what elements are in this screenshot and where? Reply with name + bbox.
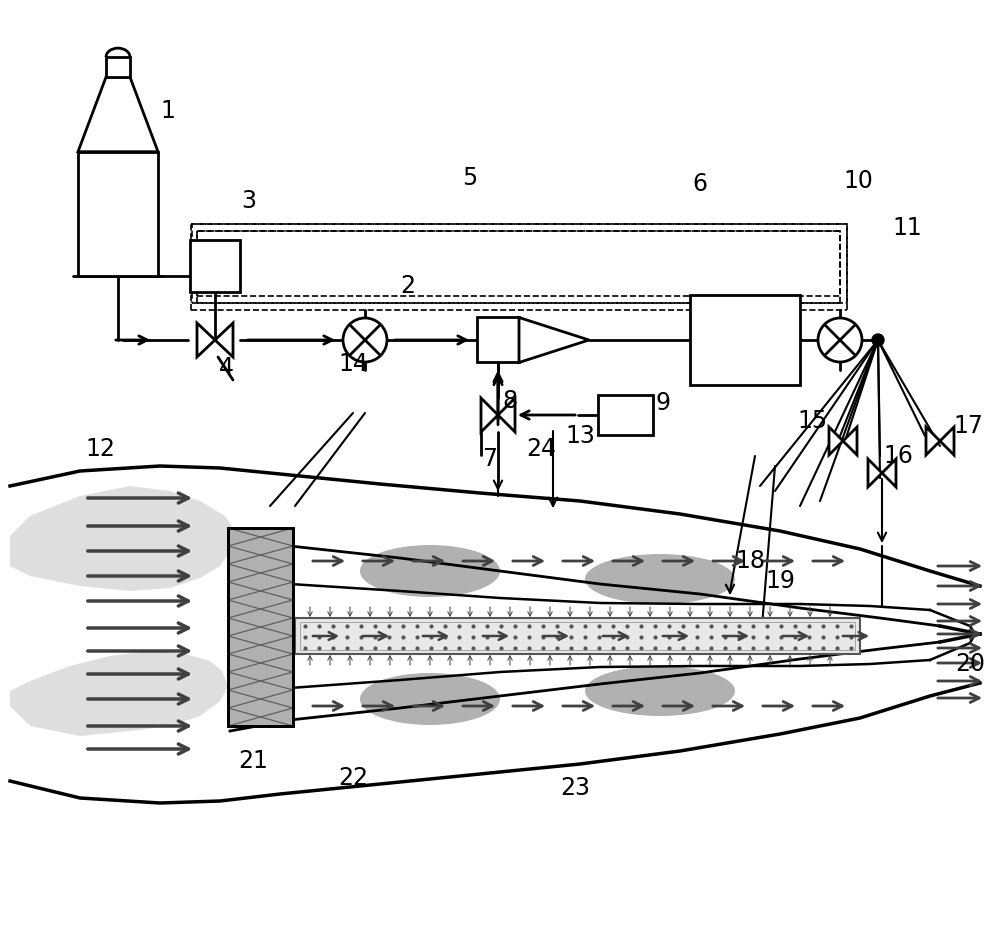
Circle shape: [343, 318, 387, 362]
Text: 8: 8: [502, 389, 518, 413]
Circle shape: [818, 318, 862, 362]
Bar: [477, 318, 519, 362]
Text: 3: 3: [242, 189, 256, 213]
Text: 2: 2: [400, 274, 416, 298]
Text: 20: 20: [955, 652, 985, 676]
Bar: [598, 395, 652, 435]
Bar: [228, 528, 293, 726]
Bar: [690, 295, 800, 385]
Bar: [295, 618, 860, 654]
Polygon shape: [882, 459, 896, 487]
Ellipse shape: [510, 619, 610, 649]
Polygon shape: [940, 427, 954, 455]
Ellipse shape: [360, 545, 500, 597]
Text: 7: 7: [482, 447, 498, 471]
Polygon shape: [843, 427, 857, 455]
Bar: [190, 240, 240, 292]
Text: 18: 18: [735, 549, 765, 573]
Polygon shape: [10, 651, 228, 736]
Text: 22: 22: [338, 766, 368, 790]
Bar: [78, 151, 158, 276]
Circle shape: [872, 334, 884, 346]
Text: 24: 24: [526, 437, 556, 461]
Polygon shape: [498, 398, 515, 432]
Polygon shape: [481, 398, 498, 432]
Polygon shape: [78, 78, 158, 151]
Bar: [228, 528, 293, 726]
Text: 9: 9: [656, 391, 670, 415]
Text: 11: 11: [892, 216, 922, 240]
Text: 21: 21: [238, 749, 268, 773]
Polygon shape: [829, 427, 843, 455]
Text: 4: 4: [218, 356, 234, 380]
Ellipse shape: [360, 673, 500, 725]
Text: 1: 1: [161, 99, 175, 123]
Polygon shape: [10, 486, 235, 591]
Polygon shape: [868, 459, 882, 487]
Text: 14: 14: [338, 352, 368, 376]
Bar: [197, 231, 840, 296]
Text: 19: 19: [765, 569, 795, 593]
Bar: [300, 622, 855, 650]
Text: 15: 15: [798, 409, 828, 433]
Text: 23: 23: [560, 776, 590, 800]
Text: 6: 6: [692, 172, 708, 196]
Polygon shape: [197, 323, 215, 357]
Bar: [106, 57, 130, 78]
Text: 16: 16: [883, 444, 913, 468]
Ellipse shape: [585, 666, 735, 716]
Text: 12: 12: [85, 437, 115, 461]
Polygon shape: [519, 318, 589, 362]
Text: 5: 5: [462, 166, 478, 190]
Polygon shape: [215, 323, 233, 357]
Text: 17: 17: [953, 414, 983, 438]
Bar: [192, 224, 847, 303]
Text: 13: 13: [565, 424, 595, 448]
Ellipse shape: [585, 554, 735, 604]
Text: 10: 10: [843, 169, 873, 193]
Polygon shape: [926, 427, 940, 455]
